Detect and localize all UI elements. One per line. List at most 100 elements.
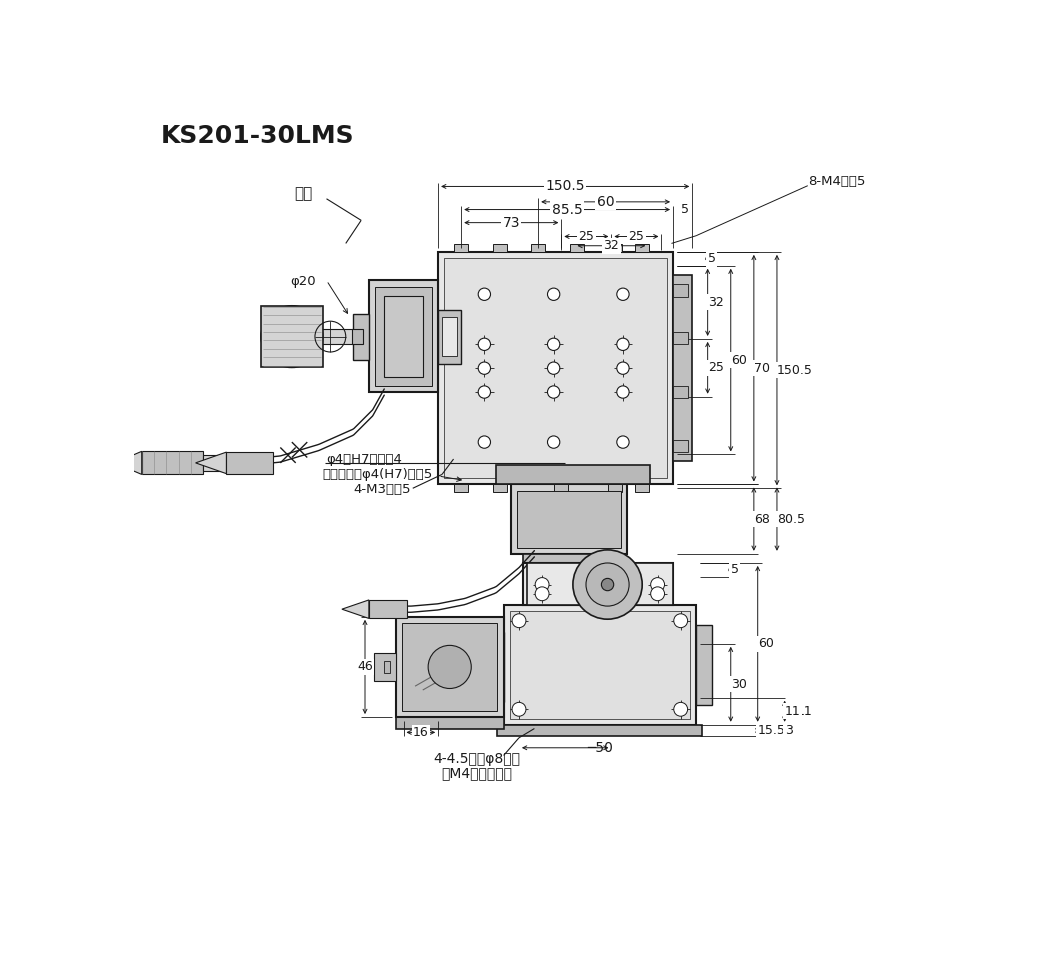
Bar: [226, 452, 272, 474]
Text: 150.5: 150.5: [545, 180, 585, 193]
Bar: [369, 280, 438, 392]
Circle shape: [617, 338, 630, 350]
Bar: [673, 440, 688, 452]
Bar: [442, 318, 457, 356]
Bar: [142, 452, 203, 475]
Circle shape: [548, 436, 560, 448]
Bar: [375, 286, 432, 386]
Circle shape: [261, 306, 323, 367]
Circle shape: [535, 587, 549, 601]
Polygon shape: [342, 600, 369, 618]
Text: 32: 32: [603, 239, 619, 253]
Bar: [635, 484, 650, 492]
Circle shape: [548, 362, 560, 374]
Bar: [696, 625, 712, 705]
Text: ─50: ─50: [586, 741, 613, 755]
Bar: [522, 554, 615, 592]
Bar: [203, 456, 257, 471]
Text: 68: 68: [754, 513, 769, 525]
Bar: [555, 484, 569, 492]
Text: 46: 46: [357, 660, 373, 674]
Circle shape: [548, 386, 560, 398]
Circle shape: [478, 338, 491, 350]
Circle shape: [617, 386, 630, 398]
Bar: [609, 244, 622, 252]
Circle shape: [617, 288, 630, 300]
Text: 32: 32: [707, 296, 723, 309]
Circle shape: [548, 338, 560, 350]
Bar: [673, 275, 693, 461]
Bar: [635, 244, 650, 252]
Text: 5: 5: [681, 203, 688, 216]
Bar: [510, 612, 689, 719]
Circle shape: [478, 288, 491, 300]
Text: 25: 25: [707, 362, 723, 374]
Bar: [503, 606, 696, 724]
Circle shape: [674, 702, 687, 716]
Bar: [454, 244, 468, 252]
Text: 5: 5: [707, 253, 716, 265]
Circle shape: [512, 613, 526, 628]
Bar: [497, 724, 702, 736]
Text: 73: 73: [502, 215, 520, 230]
Text: 5: 5: [730, 564, 739, 576]
Bar: [493, 244, 507, 252]
Text: φ20: φ20: [290, 276, 316, 288]
Text: （M4用螺栓孔）: （M4用螺栓孔）: [441, 767, 512, 780]
Bar: [438, 252, 673, 484]
Bar: [493, 484, 507, 492]
Text: 60: 60: [730, 353, 746, 367]
Text: KS201-30LMS: KS201-30LMS: [161, 123, 354, 147]
Circle shape: [478, 436, 491, 448]
Polygon shape: [195, 452, 226, 474]
Polygon shape: [115, 452, 142, 475]
Circle shape: [478, 362, 491, 374]
Bar: [496, 465, 650, 484]
Text: 25: 25: [628, 230, 644, 243]
Text: 旋鈕: 旋鈕: [294, 186, 312, 201]
Bar: [527, 592, 612, 623]
Circle shape: [674, 613, 687, 628]
Text: φ4（H7）深剤4: φ4（H7）深剤4: [327, 453, 403, 465]
Bar: [673, 284, 688, 297]
Bar: [527, 563, 673, 606]
Text: 60: 60: [758, 637, 774, 651]
Circle shape: [651, 587, 664, 601]
Circle shape: [601, 578, 614, 590]
Text: 15.5: 15.5: [758, 723, 785, 737]
Bar: [609, 484, 622, 492]
Bar: [445, 258, 666, 478]
Circle shape: [478, 386, 491, 398]
Bar: [570, 244, 583, 252]
Bar: [396, 617, 503, 717]
Text: 11: 11: [785, 704, 801, 718]
Bar: [522, 563, 673, 606]
Bar: [261, 306, 323, 367]
Text: 150.5: 150.5: [777, 364, 812, 377]
Text: 3: 3: [785, 723, 792, 737]
Bar: [396, 717, 503, 728]
Text: 8-M4深剤5: 8-M4深剤5: [808, 175, 865, 189]
Bar: [454, 484, 468, 492]
Bar: [673, 332, 688, 345]
Circle shape: [586, 563, 630, 606]
Text: 85.5: 85.5: [552, 203, 582, 216]
Text: 4-4.5通孔φ8沉孔: 4-4.5通孔φ8沉孔: [433, 752, 520, 767]
Circle shape: [548, 288, 560, 300]
Bar: [438, 310, 461, 364]
Bar: [385, 660, 390, 673]
Bar: [385, 296, 423, 377]
Text: 60: 60: [597, 195, 615, 209]
Text: 4-M3深剤5: 4-M3深剤5: [354, 483, 411, 497]
Circle shape: [573, 550, 642, 619]
Text: 11: 11: [797, 705, 812, 718]
Text: 30: 30: [730, 678, 746, 691]
Text: 25: 25: [578, 230, 594, 243]
Bar: [307, 329, 353, 345]
Bar: [517, 491, 621, 547]
Bar: [532, 244, 545, 252]
Circle shape: [535, 578, 549, 591]
Bar: [401, 623, 497, 711]
Bar: [369, 600, 408, 618]
Bar: [511, 484, 626, 554]
